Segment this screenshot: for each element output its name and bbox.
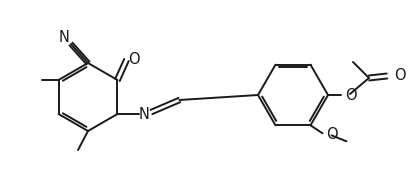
Text: O: O	[128, 52, 139, 66]
Text: O: O	[326, 127, 338, 142]
Text: O: O	[345, 88, 357, 102]
Text: N: N	[139, 107, 150, 121]
Text: O: O	[394, 68, 406, 84]
Text: N: N	[58, 29, 70, 45]
